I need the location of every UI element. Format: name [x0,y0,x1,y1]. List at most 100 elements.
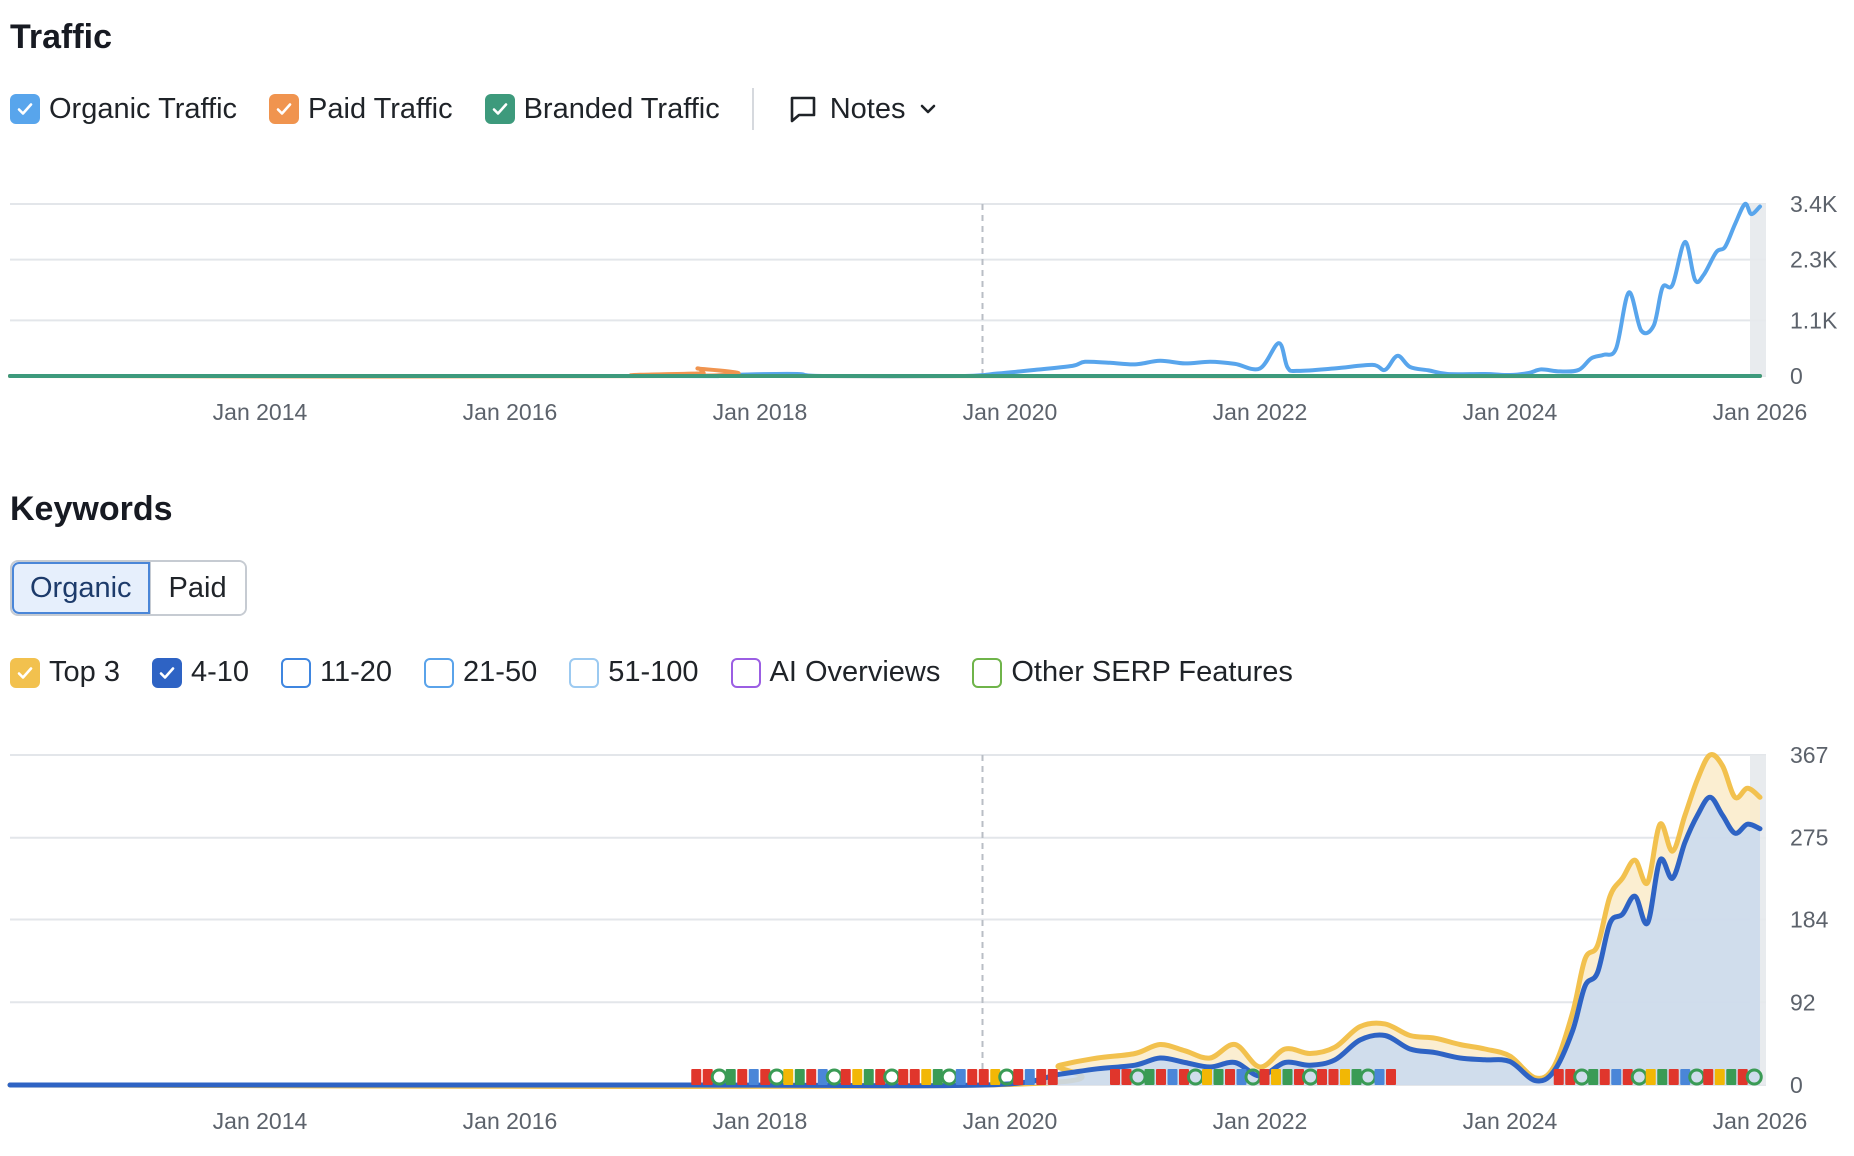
legend-organic-traffic[interactable]: Organic Traffic [10,93,237,126]
serp-feature-marker[interactable] [1340,1069,1350,1085]
serp-feature-marker[interactable] [1013,1069,1024,1085]
serp-feature-marker[interactable] [1565,1069,1576,1085]
legend-51-100[interactable]: 51-100 [569,656,699,689]
serp-feature-marker[interactable] [1726,1069,1737,1085]
serp-feature-marker[interactable] [932,1069,943,1085]
serp-feature-marker[interactable] [1703,1069,1714,1085]
serp-feature-marker[interactable] [1225,1069,1235,1085]
serp-feature-marker[interactable] [768,1068,786,1086]
x-tick-label: Jan 2014 [213,1108,308,1134]
serp-feature-marker[interactable] [898,1069,909,1085]
serp-feature-marker[interactable] [691,1069,702,1085]
serp-feature-marker[interactable] [1680,1069,1691,1085]
series-area [10,797,1760,1086]
serp-feature-marker[interactable] [783,1069,794,1085]
legend-ai-overviews[interactable]: AI Overviews [730,656,940,689]
serp-feature-marker[interactable] [1213,1069,1224,1085]
serp-feature-marker[interactable] [1110,1069,1120,1085]
serp-feature-marker[interactable] [1144,1069,1155,1085]
serp-feature-marker[interactable] [1202,1069,1212,1085]
serp-feature-marker[interactable] [1047,1069,1058,1085]
legend-21-50[interactable]: 21-50 [424,656,537,689]
serp-feature-marker[interactable] [748,1069,759,1085]
serp-feature-marker[interactable] [702,1069,713,1085]
series-organic-traffic [8,201,1762,379]
serp-feature-marker[interactable] [1259,1069,1270,1085]
serp-feature-marker[interactable] [1351,1069,1362,1085]
serp-feature-marker[interactable] [1271,1069,1281,1085]
serp-feature-marker[interactable] [1121,1069,1132,1085]
serp-feature-marker[interactable] [794,1069,805,1085]
legend-paid-traffic[interactable]: Paid Traffic [269,93,453,126]
notes-dropdown[interactable]: Notes [788,93,938,126]
serp-feature-marker[interactable] [1236,1069,1247,1085]
legend-top-3[interactable]: Top 3 [10,656,120,689]
serp-feature-marker[interactable] [1156,1069,1166,1085]
keywords-type-toggle: Organic Paid [10,560,247,616]
tab-organic[interactable]: Organic [12,562,150,614]
serp-feature-marker[interactable] [1599,1069,1610,1085]
serp-feature-marker[interactable] [817,1069,828,1085]
legend-label: 11-20 [320,656,393,688]
serp-feature-marker[interactable] [863,1069,874,1085]
serp-feature-marker[interactable] [825,1068,843,1086]
checkbox-other-serp-features[interactable] [972,657,1003,688]
serp-feature-marker[interactable] [909,1069,920,1085]
serp-feature-marker[interactable] [1294,1069,1304,1085]
serp-feature-marker[interactable] [1167,1069,1178,1085]
legend-other-serp-features[interactable]: Other SERP Features [972,656,1293,689]
serp-feature-marker[interactable] [1668,1069,1679,1085]
serp-feature-marker[interactable] [806,1069,817,1085]
serp-feature-marker[interactable] [1036,1069,1047,1085]
serp-feature-marker[interactable] [978,1069,989,1085]
serp-feature-marker[interactable] [1179,1069,1189,1085]
serp-feature-marker[interactable] [1737,1069,1748,1085]
serp-feature-marker[interactable] [1745,1068,1763,1086]
serp-feature-marker[interactable] [1714,1069,1725,1085]
serp-feature-marker[interactable] [1657,1069,1668,1085]
serp-feature-marker[interactable] [710,1068,728,1086]
serp-feature-marker[interactable] [1374,1069,1385,1085]
checkbox-51-100[interactable] [569,657,600,688]
checkbox-top-3[interactable] [10,657,40,688]
serp-feature-marker[interactable] [967,1069,978,1085]
legend-4-10[interactable]: 4-10 [151,656,249,689]
serp-feature-marker[interactable] [1622,1069,1633,1085]
serp-feature-marker[interactable] [1386,1069,1396,1085]
serp-feature-marker[interactable] [990,1069,1001,1085]
checkbox-4-10[interactable] [151,657,182,688]
serp-feature-marker[interactable] [875,1069,886,1085]
tab-paid[interactable]: Paid [149,562,245,614]
serp-feature-marker[interactable] [1588,1069,1599,1085]
keywords-title: Keywords [10,490,173,528]
series-line [7,794,1763,1089]
checkbox-paid-traffic[interactable] [269,94,300,124]
serp-feature-marker[interactable] [940,1068,958,1086]
checkbox-branded-traffic[interactable] [484,94,515,124]
x-tick-label: Jan 2018 [713,1108,808,1134]
checkbox-21-50[interactable] [424,657,455,688]
serp-feature-marker[interactable] [1645,1069,1656,1085]
notes-label: Notes [829,92,906,125]
serp-feature-marker[interactable] [725,1069,736,1085]
checkbox-11-20[interactable] [281,657,311,688]
serp-feature-marker[interactable] [760,1069,771,1085]
serp-feature-marker[interactable] [883,1068,901,1086]
serp-feature-marker[interactable] [955,1069,966,1085]
legend-11-20[interactable]: 11-20 [281,656,392,689]
checkbox-organic-traffic[interactable] [10,94,40,124]
serp-feature-marker[interactable] [840,1069,851,1085]
checkbox-ai-overviews[interactable] [730,657,761,688]
serp-feature-marker[interactable] [921,1069,932,1085]
serp-feature-marker[interactable] [1024,1069,1035,1085]
serp-feature-marker[interactable] [1317,1069,1327,1085]
serp-feature-marker[interactable] [1553,1069,1564,1085]
serp-feature-marker[interactable] [1611,1069,1622,1085]
keywords-series [7,752,1763,1089]
serp-feature-marker[interactable] [852,1069,863,1085]
serp-feature-marker[interactable] [1282,1069,1293,1085]
serp-feature-marker[interactable] [1328,1069,1339,1085]
legend-branded-traffic[interactable]: Branded Traffic [484,93,720,126]
serp-feature-marker[interactable] [737,1069,748,1085]
